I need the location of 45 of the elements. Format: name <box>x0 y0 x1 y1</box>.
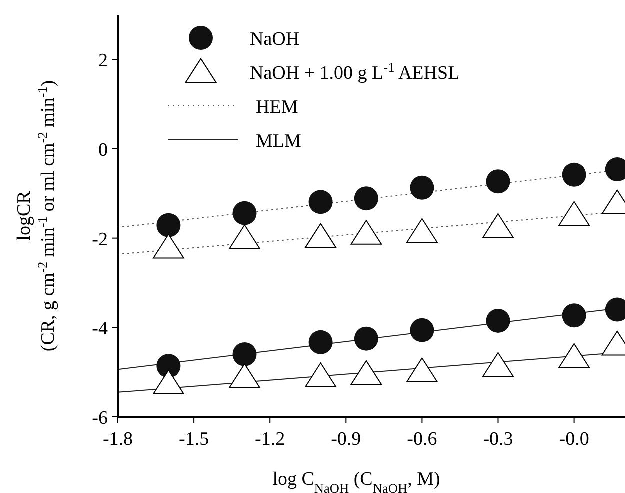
legend-label: MLM <box>256 131 302 152</box>
point <box>156 213 181 238</box>
legend-label: NaOH <box>250 29 300 50</box>
point <box>406 358 438 382</box>
point <box>153 234 184 259</box>
point <box>229 224 260 250</box>
point <box>406 218 438 244</box>
point <box>354 186 378 211</box>
point <box>410 318 434 342</box>
point <box>350 220 382 245</box>
x-tick-label: -0.9 <box>331 429 362 450</box>
y-tick-label: 2 <box>98 50 108 72</box>
point <box>156 354 181 378</box>
point <box>482 352 514 378</box>
point <box>350 360 382 386</box>
y-tick-label: -6 <box>92 408 108 429</box>
x-tick-label: -0.6 <box>407 429 438 450</box>
point <box>229 364 260 388</box>
point <box>562 304 586 328</box>
point <box>486 308 510 333</box>
point <box>354 326 378 351</box>
point <box>558 201 590 226</box>
point <box>410 176 434 200</box>
y-tick-label: -4 <box>92 318 108 340</box>
x-tick-label: -1.8 <box>102 429 134 450</box>
y-tick-label: 0 <box>98 140 108 161</box>
point <box>308 330 333 354</box>
legend-label: NaOH + 1.00 g L$^{-1}$ AEHSL <box>250 60 460 84</box>
point <box>308 190 333 214</box>
point <box>486 170 510 194</box>
x-tick-label: -0.3 <box>483 429 514 450</box>
legend-label: HEM <box>256 97 298 118</box>
x-tick-label: -0.0 <box>559 429 590 450</box>
point <box>482 213 514 238</box>
point <box>232 342 257 366</box>
point <box>562 162 586 187</box>
x-tick-label: -1.2 <box>255 429 286 450</box>
point <box>305 362 336 388</box>
point <box>232 201 257 226</box>
point <box>153 370 184 395</box>
x-tick-label: -1.5 <box>179 429 210 450</box>
x-axis-title: log C$_{NaOH}$ (C$_{NaOH}$, M) <box>272 469 440 493</box>
point <box>558 343 590 368</box>
y-tick-label: -2 <box>92 229 108 250</box>
point <box>305 223 336 248</box>
